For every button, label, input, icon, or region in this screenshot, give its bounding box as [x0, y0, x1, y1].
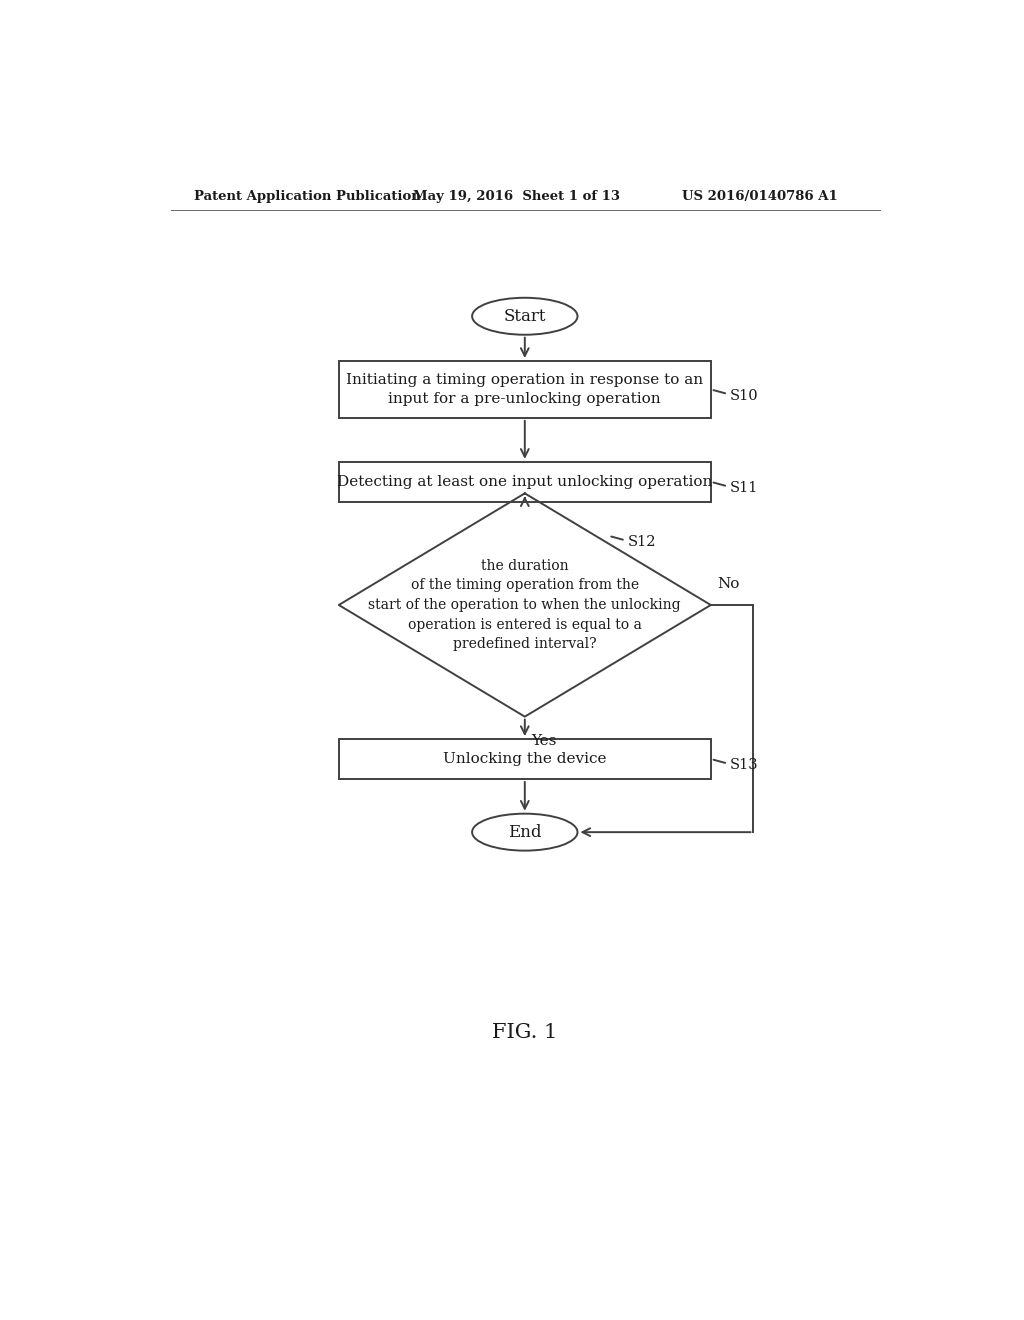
Text: End: End: [508, 824, 542, 841]
Text: Start: Start: [504, 308, 546, 325]
Text: Initiating a timing operation in response to an
input for a pre-unlocking operat: Initiating a timing operation in respons…: [346, 372, 703, 407]
Ellipse shape: [472, 813, 578, 850]
Text: S11: S11: [730, 480, 759, 495]
Text: US 2016/0140786 A1: US 2016/0140786 A1: [682, 190, 838, 203]
Text: S10: S10: [730, 388, 759, 403]
Text: S13: S13: [730, 758, 759, 772]
Text: S12: S12: [628, 535, 656, 549]
Bar: [339, 739, 711, 779]
Bar: [339, 360, 711, 418]
Text: Patent Application Publication: Patent Application Publication: [194, 190, 421, 203]
Ellipse shape: [472, 298, 578, 335]
Text: the duration
of the timing operation from the
start of the operation to when the: the duration of the timing operation fro…: [369, 558, 681, 651]
Text: No: No: [717, 577, 739, 591]
Text: FIG. 1: FIG. 1: [493, 1023, 557, 1041]
Text: Yes: Yes: [531, 734, 556, 747]
Text: Detecting at least one input unlocking operation: Detecting at least one input unlocking o…: [337, 475, 713, 488]
Text: Unlocking the device: Unlocking the device: [443, 752, 606, 766]
Text: May 19, 2016  Sheet 1 of 13: May 19, 2016 Sheet 1 of 13: [414, 190, 621, 203]
Bar: [339, 462, 711, 502]
